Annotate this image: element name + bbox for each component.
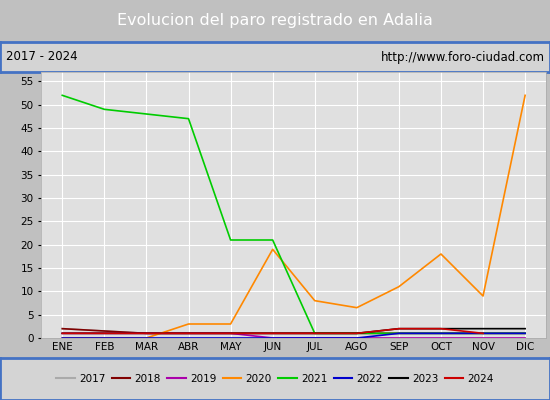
Legend: 2017, 2018, 2019, 2020, 2021, 2022, 2023, 2024: 2017, 2018, 2019, 2020, 2021, 2022, 2023… bbox=[56, 374, 494, 384]
Text: Evolucion del paro registrado en Adalia: Evolucion del paro registrado en Adalia bbox=[117, 14, 433, 28]
Text: 2017 - 2024: 2017 - 2024 bbox=[6, 50, 77, 64]
Text: http://www.foro-ciudad.com: http://www.foro-ciudad.com bbox=[381, 50, 544, 64]
